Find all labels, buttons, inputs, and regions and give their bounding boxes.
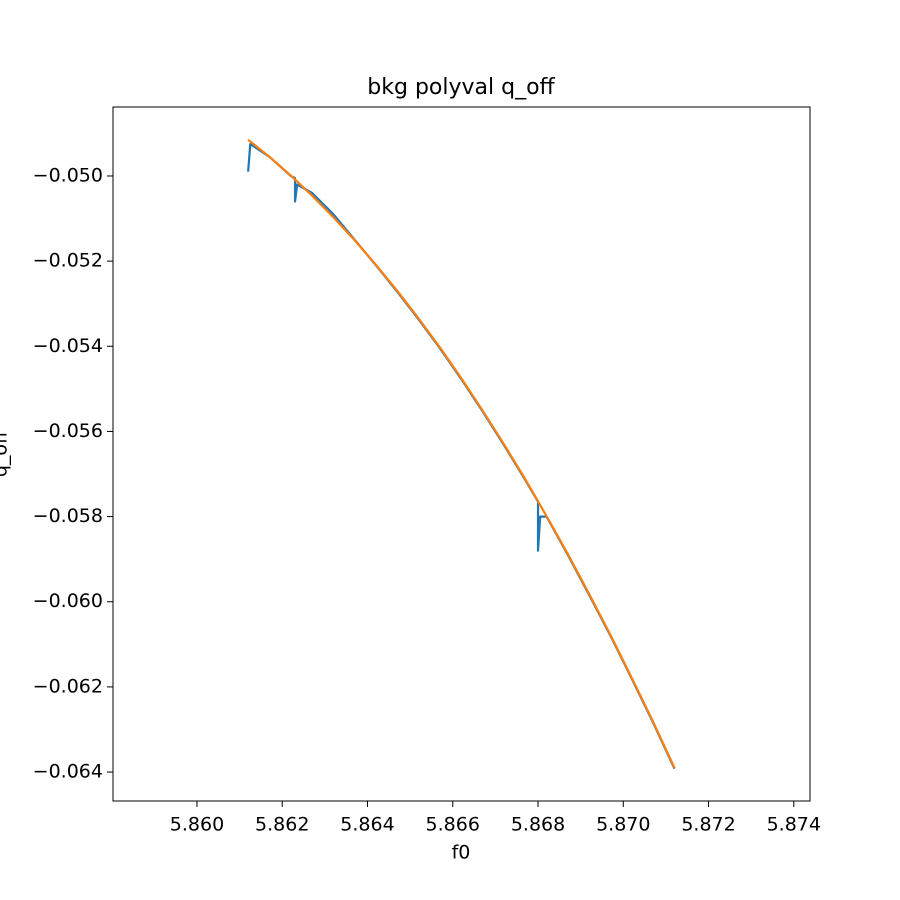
data-line (247, 138, 676, 769)
x-tick-label: 5.874 (767, 814, 821, 836)
y-tick-label: −0.060 (33, 590, 103, 612)
y-tick-label: −0.062 (33, 675, 103, 697)
y-tick-label: −0.050 (33, 164, 103, 186)
y-tick-label: −0.056 (33, 420, 103, 442)
y-axis-label: q_off (0, 430, 12, 477)
x-tick-label: 5.870 (596, 814, 650, 836)
x-axis-label: f0 (452, 842, 471, 864)
x-tick-label: 5.872 (681, 814, 735, 836)
x-tick-label: 5.862 (255, 814, 309, 836)
chart-title: bkg polyval q_off (367, 75, 555, 100)
y-tick-label: −0.054 (33, 335, 103, 357)
plot-frame (112, 106, 811, 802)
x-tick-label: 5.860 (170, 814, 224, 836)
y-tick-label: −0.058 (33, 505, 103, 527)
x-tick-label: 5.866 (426, 814, 480, 836)
y-tick-label: −0.064 (33, 761, 103, 783)
x-tick-label: 5.864 (340, 814, 394, 836)
x-tick-label: 5.868 (511, 814, 565, 836)
y-tick-label: −0.052 (33, 250, 103, 272)
